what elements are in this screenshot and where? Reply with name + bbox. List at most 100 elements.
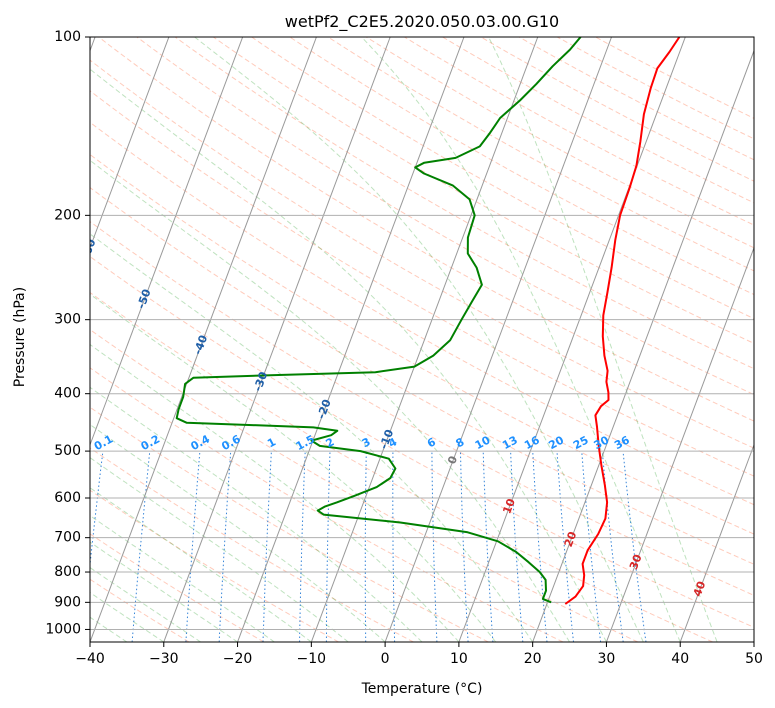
mixing-ratio-line: [90, 451, 104, 569]
mixing-ratio-line: [325, 451, 331, 642]
y-axis-label: Pressure (hPa): [12, 287, 28, 387]
dry-adiabat: [90, 533, 265, 642]
isotherm: [90, 37, 170, 250]
isotherm-label: 30: [627, 552, 645, 571]
mixing-ratio-label: 13: [500, 433, 520, 452]
axes: −40 −30 −20 −10 0 10 20 30 40 5010020030040050060…: [45, 29, 763, 667]
chart-title: wetPf2_C2E5.2020.050.03.00.G10: [285, 12, 559, 32]
dry-adiabat: [90, 489, 339, 642]
isotherm-label: 20: [562, 530, 580, 549]
y-tick-label: 400: [54, 386, 81, 402]
dry-adiabat: [251, 37, 754, 320]
mixing-ratio-line: [392, 451, 396, 642]
dry-adiabat: [90, 153, 754, 535]
dewpoint-profile-line: [175, 37, 582, 604]
x-tick-label: −40: [75, 651, 105, 667]
isotherm: [90, 37, 317, 642]
dry-adiabat: [595, 37, 754, 119]
x-tick-label: −10: [297, 651, 327, 667]
mixing-ratio-label: 0.1: [92, 432, 115, 453]
y-tick-label: 100: [54, 29, 81, 45]
isotherm: [310, 37, 539, 642]
mixing-ratio-line: [459, 451, 469, 642]
y-tick-label: 600: [54, 490, 81, 506]
mixing-ratio-line: [364, 451, 367, 642]
dry-adiabat: [90, 328, 639, 642]
mixing-ratio-lines: [90, 451, 647, 642]
mixing-ratio-line: [185, 451, 201, 642]
dry-adiabat: [90, 221, 754, 596]
isotherm-label: 40: [691, 579, 709, 598]
mixing-ratio-line: [581, 451, 602, 642]
mixing-ratio-line: [299, 451, 306, 642]
isotherm: [605, 246, 754, 642]
isotherm-label: 10: [500, 496, 518, 515]
isotherm: [753, 640, 754, 642]
dry-adiabat: [98, 37, 754, 422]
mixing-ratio-label: 1.5: [294, 433, 317, 454]
mixing-ratio-label: 1: [265, 435, 278, 450]
mixing-ratio-line: [482, 451, 494, 642]
mixing-ratio-label: 0.6: [219, 432, 243, 453]
isotherm: [679, 443, 754, 642]
plot-frame: [89, 36, 755, 643]
x-tick-label: −30: [149, 651, 179, 667]
mixing-ratio-label: 25: [571, 433, 591, 452]
y-tick-label: 700: [54, 530, 81, 546]
mixing-ratio-label: 8: [454, 435, 467, 450]
mixing-ratio-label: 20: [546, 433, 566, 452]
mixing-ratio-label: 3: [360, 435, 373, 450]
moist-adiabat: [361, 37, 681, 642]
dry-adiabat: [327, 37, 754, 272]
dry-adiabat: [136, 37, 754, 396]
moist-adiabat: [90, 343, 460, 642]
moist-adiabat: [488, 37, 718, 642]
x-tick-label: 10: [450, 651, 468, 667]
y-tick-label: 300: [54, 312, 81, 328]
isotherm-label: -70: [23, 191, 42, 214]
dry-adiabat: [90, 291, 713, 642]
y-tick-label: 1000: [45, 621, 81, 637]
isotherm-label: -20: [315, 397, 334, 420]
isotherm: [163, 37, 391, 642]
y-tick-label: 800: [54, 564, 81, 580]
mixing-ratio-line: [601, 451, 624, 642]
temperature-profile-line: [564, 37, 681, 605]
mixing-ratio-label: 6: [425, 435, 438, 450]
y-tick-label: 500: [54, 443, 81, 459]
moist-adiabat: [90, 457, 349, 642]
pressure-grid: [90, 37, 754, 630]
dry-adiabat: [90, 186, 754, 565]
dry-adiabat: [90, 367, 564, 642]
y-tick-label: 200: [54, 207, 81, 223]
mixing-ratio-label: 36: [612, 433, 632, 452]
dry-adiabat: [90, 59, 754, 449]
dry-adiabat: [90, 255, 754, 628]
moist-adiabat: [90, 233, 534, 642]
x-axis-label: Temperature (°C): [361, 681, 483, 697]
x-tick-label: −20: [223, 651, 253, 667]
dry-adiabat: [174, 37, 754, 370]
moist-adiabat: [90, 487, 312, 642]
dry-adiabat: [90, 406, 489, 642]
mixing-ratio-label: 0.2: [139, 433, 162, 454]
moist-adiabat: [90, 293, 497, 642]
moist-adiabat: [90, 68, 607, 642]
moist-adiabat: [90, 423, 386, 642]
dry-adiabat: [213, 37, 754, 344]
x-tick-label: 0: [381, 651, 390, 667]
mixing-ratio-line: [532, 451, 548, 642]
moist-adiabat: [194, 37, 644, 642]
moist-adiabat: [90, 159, 571, 642]
dry-adiabats: [90, 37, 754, 642]
moist-adiabats: [90, 37, 718, 642]
dry-adiabat: [90, 578, 190, 642]
isotherm-label: -60: [79, 237, 98, 260]
dry-adiabat: [518, 37, 754, 161]
x-tick-label: 30: [598, 651, 616, 667]
isotherm: [532, 49, 754, 642]
mixing-ratio-line: [622, 451, 647, 642]
dry-adiabat: [90, 90, 754, 477]
isotherm: [237, 37, 465, 642]
dry-adiabat: [90, 121, 754, 506]
